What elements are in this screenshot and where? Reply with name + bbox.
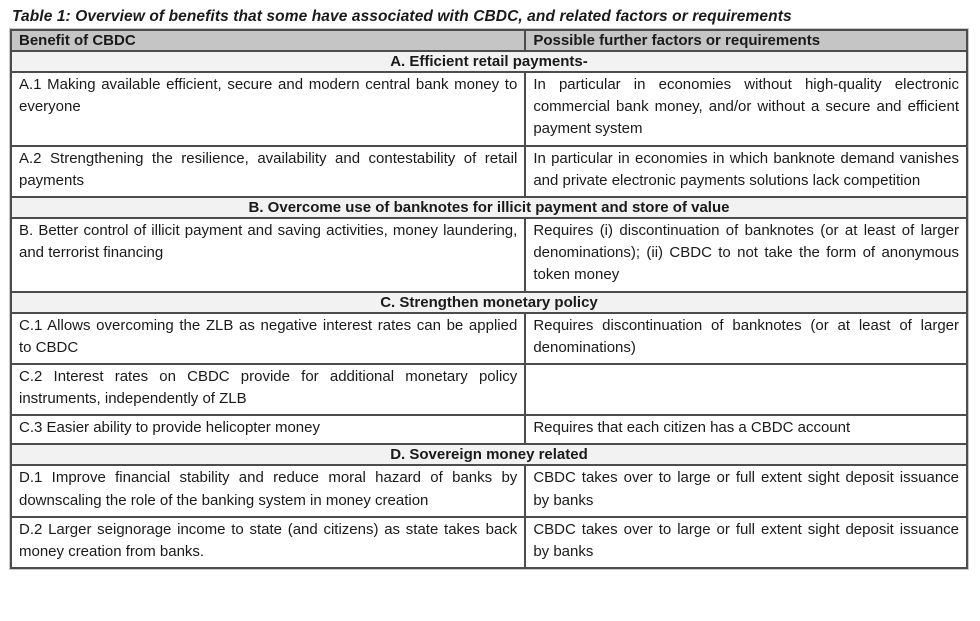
column-header-factors: Possible further factors or requirements [524, 29, 968, 52]
section-header-row: B. Overcome use of banknotes for illicit… [10, 195, 968, 219]
table-body: A. Efficient retail payments- A.1 Making … [9, 50, 968, 570]
section-header-row: A. Efficient retail payments- [10, 50, 968, 73]
benefit-cell: A.2 Strengthening the resilience, availa… [9, 144, 527, 198]
table-row: A.2 Strengthening the resilience, availa… [9, 144, 968, 198]
factors-cell: CBDC takes over to large or full extent … [524, 464, 968, 518]
factors-cell: Requires (i) discontinuation of banknote… [524, 216, 968, 293]
section-header: C. Strengthen monetary policy [10, 290, 968, 314]
benefit-cell: B. Better control of illicit payment and… [9, 216, 527, 293]
factors-cell: Requires that each citizen has a CBDC ac… [524, 414, 968, 446]
table-row: C.1 Allows overcoming the ZLB as negativ… [9, 311, 968, 365]
section-header: D. Sovereign money related [10, 443, 968, 467]
section-header: A. Efficient retail payments- [10, 50, 968, 73]
benefit-cell: D.1 Improve financial stability and redu… [9, 464, 527, 518]
benefit-cell: C.2 Interest rates on CBDC provide for a… [9, 362, 527, 417]
benefit-cell: C.1 Allows overcoming the ZLB as negativ… [9, 311, 527, 365]
factors-cell: In particular in economies without high-… [524, 71, 968, 147]
benefit-cell: C.3 Easier ability to provide helicopter… [9, 414, 527, 446]
table-caption: Table 1: Overview of benefits that some … [12, 8, 792, 25]
benefit-cell: A.1 Making available efficient, secure a… [9, 71, 527, 147]
document-page: Table 1: Overview of benefits that some … [9, 8, 968, 570]
table-row: D.2 Larger seignorage income to state (a… [9, 515, 968, 570]
table-row: D.1 Improve financial stability and redu… [9, 464, 968, 518]
factors-cell: CBDC takes over to large or full extent … [524, 515, 968, 570]
section-header-row: D. Sovereign money related [10, 443, 968, 467]
section-header: B. Overcome use of banknotes for illicit… [10, 195, 968, 219]
table-row: A.1 Making available efficient, secure a… [9, 71, 968, 147]
section-header-row: C. Strengthen monetary policy [10, 290, 968, 314]
cbdc-benefits-table: Benefit of CBDC Possible further factors… [9, 29, 968, 570]
benefit-cell: D.2 Larger seignorage income to state (a… [9, 515, 527, 570]
factors-cell: Requires discontinuation of banknotes (o… [524, 311, 968, 365]
table-row: C.3 Easier ability to provide helicopter… [9, 414, 968, 446]
factors-cell: In particular in economies in which bank… [524, 144, 968, 198]
factors-cell [524, 362, 968, 417]
column-header-row: Benefit of CBDC Possible further factors… [9, 29, 968, 52]
table-row: C.2 Interest rates on CBDC provide for a… [9, 362, 968, 417]
column-header-benefit: Benefit of CBDC [9, 29, 527, 52]
table-row: B. Better control of illicit payment and… [9, 216, 968, 293]
